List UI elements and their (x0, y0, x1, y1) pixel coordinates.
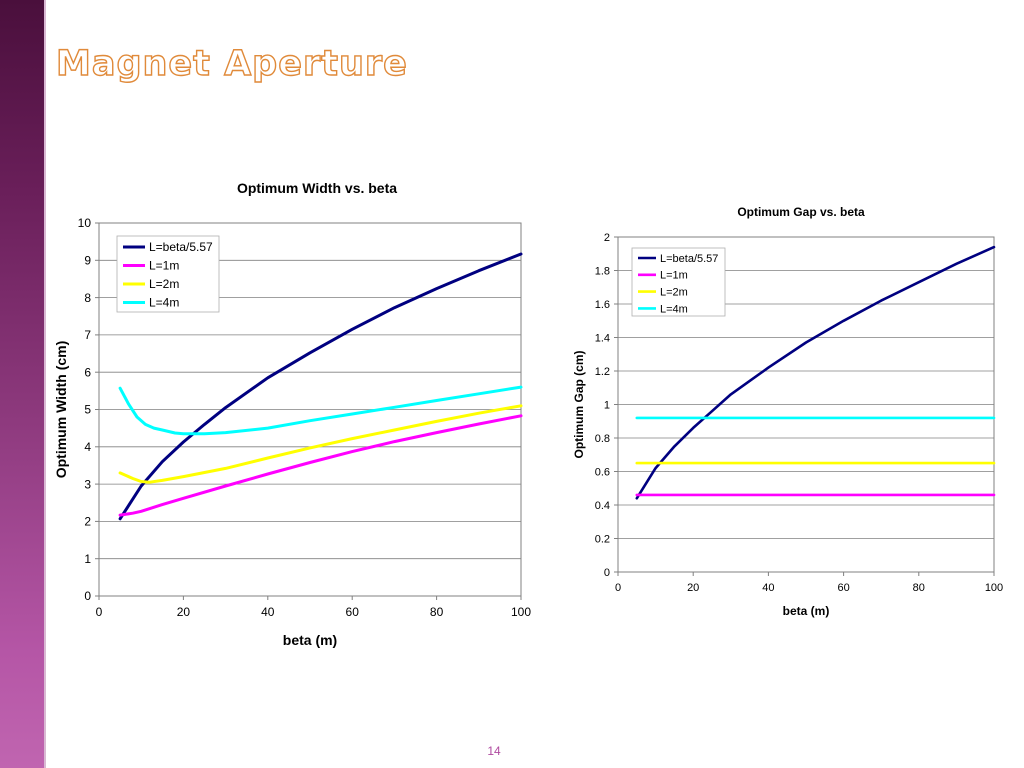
legend-label: L=1m (149, 259, 179, 273)
y-tick-label: 1 (84, 552, 91, 566)
x-tick-label: 40 (261, 605, 275, 619)
y-tick-label: 0 (604, 567, 610, 579)
x-tick-label: 0 (615, 582, 621, 594)
slide-title: Magnet Aperture (55, 43, 408, 84)
y-tick-label: 1.2 (595, 366, 610, 378)
legend-label: L=1m (660, 270, 688, 282)
gap-chart: 00.20.40.60.811.21.41.61.820 20 40 60 80 100O… (572, 205, 1003, 618)
legend-box (116, 235, 220, 313)
y-tick-label: 1.8 (595, 265, 610, 277)
y-tick-label: 6 (84, 365, 91, 379)
x-tick-label: 60 (837, 582, 849, 594)
x-tick-label: 80 (913, 582, 925, 594)
series-line (118, 404, 523, 484)
y-tick-label: 1.6 (595, 299, 610, 311)
legend-label: L=2m (660, 286, 688, 298)
chart-title: Optimum Width vs. beta (237, 180, 397, 196)
legend-label: L=beta/5.57 (149, 240, 213, 254)
slide-sidebar (0, 0, 44, 768)
x-axis-label: beta (m) (283, 632, 337, 648)
chart-title: Optimum Gap vs. beta (737, 205, 865, 219)
y-tick-label: 0 (84, 589, 91, 603)
x-axis-label: beta (m) (783, 604, 830, 618)
y-tick-label: 10 (78, 216, 92, 230)
y-tick-label: 0.2 (595, 533, 610, 545)
y-tick-label: 0.4 (595, 500, 610, 512)
x-tick-label: 20 (177, 605, 191, 619)
y-axis-label: Optimum Width (cm) (53, 341, 69, 479)
y-tick-label: 2 (604, 232, 610, 244)
legend-box (631, 247, 726, 317)
y-tick-label: 7 (84, 328, 91, 342)
x-tick-label: 0 (96, 605, 103, 619)
y-tick-label: 1 (604, 399, 610, 411)
legend-label: L=4m (660, 303, 688, 315)
x-tick-label: 100 (985, 582, 1003, 594)
series-line (118, 252, 523, 521)
x-tick-label: 60 (346, 605, 360, 619)
x-tick-label: 100 (511, 605, 531, 619)
x-tick-label: 80 (430, 605, 444, 619)
x-tick-label: 20 (687, 582, 699, 594)
series-line (118, 414, 523, 517)
y-tick-label: 8 (84, 291, 91, 305)
legend-label: L=beta/5.57 (660, 253, 718, 265)
series-line (635, 245, 996, 500)
y-tick-label: 2 (84, 515, 91, 529)
x-tick-label: 40 (762, 582, 774, 594)
y-tick-label: 0.6 (595, 466, 610, 478)
y-tick-label: 9 (84, 254, 91, 268)
y-tick-label: 0.8 (595, 433, 610, 445)
y-tick-label: 5 (84, 403, 91, 417)
legend-label: L=4m (149, 296, 179, 310)
y-tick-label: 4 (84, 440, 91, 454)
sidebar-edge (44, 0, 46, 768)
page-number: 14 (487, 744, 501, 758)
y-tick-label: 1.4 (595, 332, 610, 344)
y-axis-label: Optimum Gap (cm) (572, 350, 586, 458)
series-line (118, 385, 523, 436)
legend-label: L=2m (149, 277, 179, 291)
y-tick-label: 3 (84, 477, 91, 491)
